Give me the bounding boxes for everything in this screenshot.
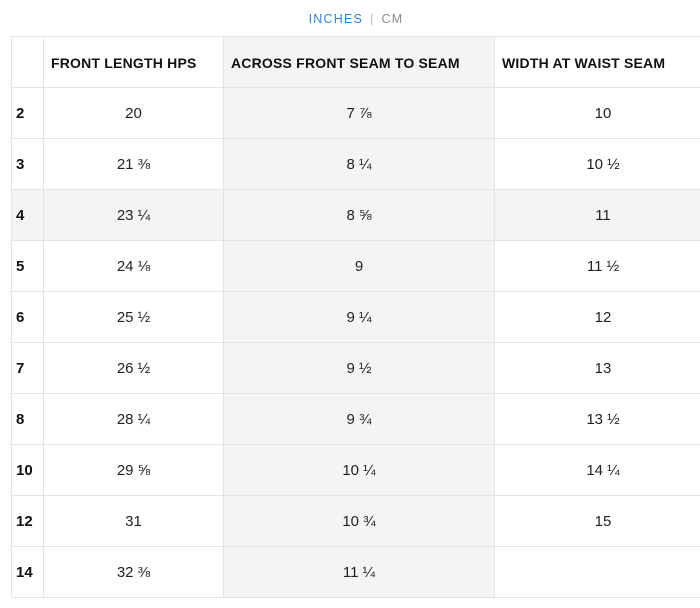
front-length-cell: 26 ½ <box>43 342 224 394</box>
size-label: 14 <box>11 546 44 598</box>
front-length-cell: 29 ⅝ <box>43 444 224 496</box>
size-label: 2 <box>11 87 44 139</box>
front-length-cell: 28 ¼ <box>43 393 224 445</box>
across-front-cell: 9 ¾ <box>223 393 495 445</box>
size-label: 8 <box>11 393 44 445</box>
size-chart-table: FRONT LENGTH HPS ACROSS FRONT SEAM TO SE… <box>11 36 700 598</box>
waist-width-cell: 10 ½ <box>494 138 700 190</box>
across-front-cell: 11 ¼ <box>223 546 495 598</box>
size-label: 6 <box>11 291 44 343</box>
across-front-cell: 7 ⅞ <box>223 87 495 139</box>
waist-width-cell: 11 ½ <box>494 240 700 292</box>
header-across-front: ACROSS FRONT SEAM TO SEAM <box>223 36 495 88</box>
waist-width-cell: 12 <box>494 291 700 343</box>
front-length-cell: 20 <box>43 87 224 139</box>
size-label: 4 <box>11 189 44 241</box>
header-size <box>11 36 44 88</box>
front-length-cell: 24 ⅛ <box>43 240 224 292</box>
size-label: 10 <box>11 444 44 496</box>
table-row: 10 29 ⅝ 10 ¼ 14 ¼ <box>11 444 700 496</box>
across-front-cell: 9 <box>223 240 495 292</box>
table-row: 14 32 ⅜ 11 ¼ <box>11 546 700 598</box>
table-row: 4 23 ¼ 8 ⅝ 11 <box>11 189 700 241</box>
unit-inches-option[interactable]: INCHES <box>308 12 364 26</box>
table-row: 6 25 ½ 9 ¼ 12 <box>11 291 700 343</box>
table-header-row: FRONT LENGTH HPS ACROSS FRONT SEAM TO SE… <box>11 36 700 88</box>
across-front-cell: 9 ½ <box>223 342 495 394</box>
size-label: 3 <box>11 138 44 190</box>
size-label: 7 <box>11 342 44 394</box>
front-length-cell: 21 ⅜ <box>43 138 224 190</box>
across-front-cell: 8 ¼ <box>223 138 495 190</box>
waist-width-cell: 15 <box>494 495 700 547</box>
waist-width-cell: 10 <box>494 87 700 139</box>
table-row: 2 20 7 ⅞ 10 <box>11 87 700 139</box>
table-row: 3 21 ⅜ 8 ¼ 10 ½ <box>11 138 700 190</box>
waist-width-cell: 13 ½ <box>494 393 700 445</box>
table-row: 8 28 ¼ 9 ¾ 13 ½ <box>11 393 700 445</box>
table-row: 5 24 ⅛ 9 11 ½ <box>11 240 700 292</box>
header-waist-width: WIDTH AT WAIST SEAM <box>494 36 700 88</box>
size-label: 5 <box>11 240 44 292</box>
waist-width-cell: 11 <box>494 189 700 241</box>
unit-cm-option[interactable]: CM <box>381 12 404 26</box>
size-label: 12 <box>11 495 44 547</box>
waist-width-cell <box>494 546 700 598</box>
waist-width-cell: 13 <box>494 342 700 394</box>
table-row: 12 31 10 ¾ 15 <box>11 495 700 547</box>
across-front-cell: 9 ¼ <box>223 291 495 343</box>
front-length-cell: 31 <box>43 495 224 547</box>
unit-separator: | <box>370 12 375 26</box>
header-front-length: FRONT LENGTH HPS <box>43 36 224 88</box>
table-row: 7 26 ½ 9 ½ 13 <box>11 342 700 394</box>
unit-toggle: INCHES | CM <box>0 12 700 26</box>
across-front-cell: 10 ¾ <box>223 495 495 547</box>
front-length-cell: 32 ⅜ <box>43 546 224 598</box>
front-length-cell: 23 ¼ <box>43 189 224 241</box>
across-front-cell: 10 ¼ <box>223 444 495 496</box>
front-length-cell: 25 ½ <box>43 291 224 343</box>
across-front-cell: 8 ⅝ <box>223 189 495 241</box>
waist-width-cell: 14 ¼ <box>494 444 700 496</box>
